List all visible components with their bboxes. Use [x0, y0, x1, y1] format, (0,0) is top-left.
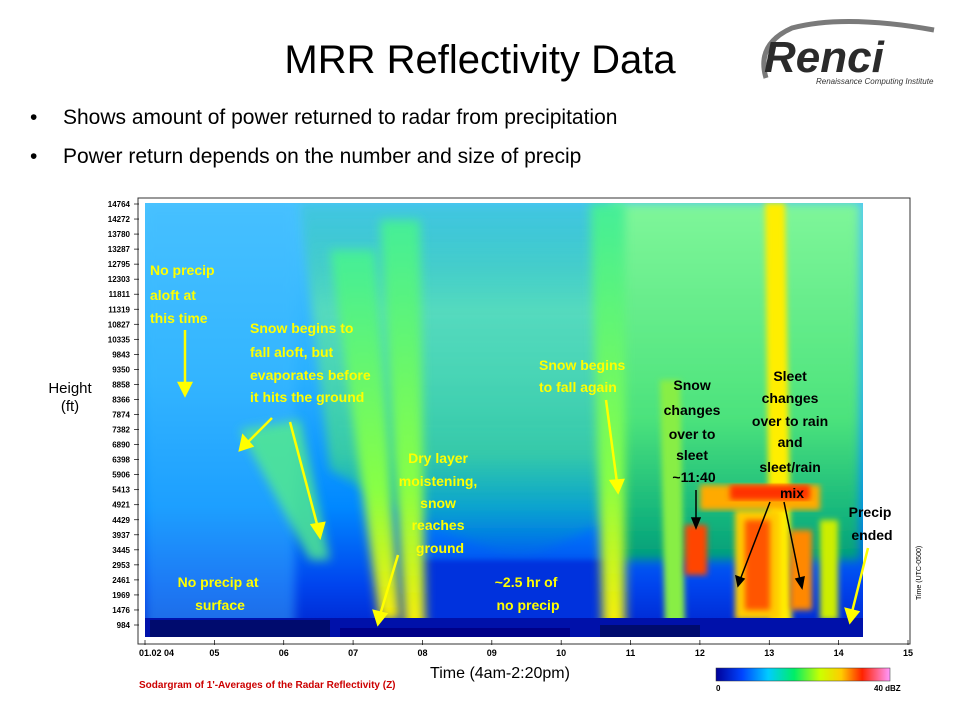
- color-scale-max: 40 dBZ: [874, 684, 901, 693]
- y-axis-ticks: 14764 14272 13780 13287 12795 12303 11811 11319…: [108, 200, 139, 630]
- x-tick-label: 08: [417, 648, 427, 658]
- y-tick-label: 984: [117, 621, 131, 630]
- annotation-arrows-yellow: [176, 330, 870, 627]
- y-tick-label: 6890: [112, 441, 130, 450]
- x-tick-label: 11: [626, 648, 636, 658]
- x-tick-label: 14: [834, 648, 844, 658]
- y-tick-label: 10335: [108, 335, 131, 344]
- time-unit-label: Time (UTC-0500): [916, 545, 923, 600]
- y-tick-label: 11811: [109, 290, 131, 299]
- annotation-arrows-black: [690, 490, 805, 590]
- y-tick-label: 14764: [108, 200, 131, 209]
- y-tick-label: 5413: [112, 486, 130, 495]
- annotation-snow-to-sleet: Snow changes over to sleet ~11:40: [664, 377, 725, 485]
- y-tick-label: 13780: [108, 230, 131, 239]
- y-tick-label: 9350: [112, 365, 130, 374]
- y-tick-label: 6398: [112, 456, 130, 465]
- x-tick-label: 12: [695, 648, 705, 658]
- y-tick-label: 10827: [108, 320, 131, 329]
- x-tick-label: 07: [348, 648, 358, 658]
- heatmap-image: [145, 203, 863, 637]
- logo-subtitle: Renaissance Computing Institute: [816, 77, 934, 86]
- y-tick-label: 3445: [112, 546, 130, 555]
- x-tick-label: 06: [279, 648, 289, 658]
- y-tick-label: 2953: [112, 561, 130, 570]
- x-tick-label: 13: [764, 648, 774, 658]
- annotation-dry-layer: Dry layer moistening, snow reaches groun…: [399, 450, 481, 556]
- y-axis-label-unit: (ft): [60, 398, 80, 415]
- x-tick-label: 10: [556, 648, 566, 658]
- x-tick-label: 05: [209, 648, 219, 658]
- renci-logo: Renci Renaissance Computing Institute: [761, 18, 935, 86]
- y-tick-label: 8366: [112, 395, 130, 404]
- y-tick-label: 2461: [112, 576, 130, 585]
- y-tick-label: 7382: [112, 426, 130, 435]
- color-scale-bar: [715, 667, 891, 682]
- slide-title: MRR Reflectivity Data: [284, 38, 676, 82]
- y-tick-label: 4429: [112, 516, 130, 525]
- y-tick-label: 8858: [112, 380, 130, 389]
- chart-caption: Sodargram of 1'-Averages of the Radar Re…: [139, 680, 396, 691]
- y-tick-label: 11319: [108, 305, 130, 314]
- annotation-sleet-to-rain: Sleet changes over to rain and sleet/rai…: [752, 368, 832, 501]
- x-axis-ticks: 01.02 04 05 06 07 08 09 10 11 12 13 14 15: [139, 640, 913, 658]
- y-tick-label: 5906: [112, 471, 130, 480]
- x-tick-label: 01.02 04: [139, 648, 174, 658]
- x-tick-label: 15: [903, 648, 913, 658]
- x-axis-label: Time (4am-2:20pm): [430, 665, 570, 682]
- annotation-no-precip-surface: No precip at surface: [178, 574, 263, 613]
- bullet-list: Shows amount of power returned to radar …: [30, 98, 617, 176]
- color-scale-min: 0: [716, 684, 721, 693]
- y-tick-label: 7874: [112, 411, 130, 420]
- y-tick-label: 9843: [112, 350, 130, 359]
- annotation-snow-again: Snow begins to fall again: [539, 357, 629, 395]
- y-tick-label: 12303: [108, 275, 131, 284]
- logo-wordmark: Renci: [764, 33, 885, 82]
- bullet-item: Shows amount of power returned to radar …: [30, 98, 617, 137]
- y-axis-label: Height (ft): [40, 380, 100, 416]
- annotation-no-precip-gap: ~2.5 hr of no precip: [495, 574, 562, 613]
- annotation-precip-ended: Precip ended: [849, 504, 896, 543]
- y-axis-label-line: Height: [48, 380, 92, 397]
- y-tick-label: 3937: [112, 531, 130, 540]
- y-tick-label: 13287: [108, 245, 131, 254]
- y-tick-label: 14272: [108, 215, 131, 224]
- annotation-snow-aloft: Snow begins to fall aloft, but evaporate…: [250, 320, 375, 405]
- y-tick-label: 1969: [112, 591, 130, 600]
- x-tick-label: 09: [487, 648, 497, 658]
- y-tick-label: 4921: [112, 501, 130, 510]
- annotation-no-precip-aloft: No precip aloft at this time: [150, 262, 218, 326]
- bullet-item: Power return depends on the number and s…: [30, 137, 617, 176]
- y-tick-label: 12795: [108, 260, 131, 269]
- y-tick-label: 1476: [112, 606, 130, 615]
